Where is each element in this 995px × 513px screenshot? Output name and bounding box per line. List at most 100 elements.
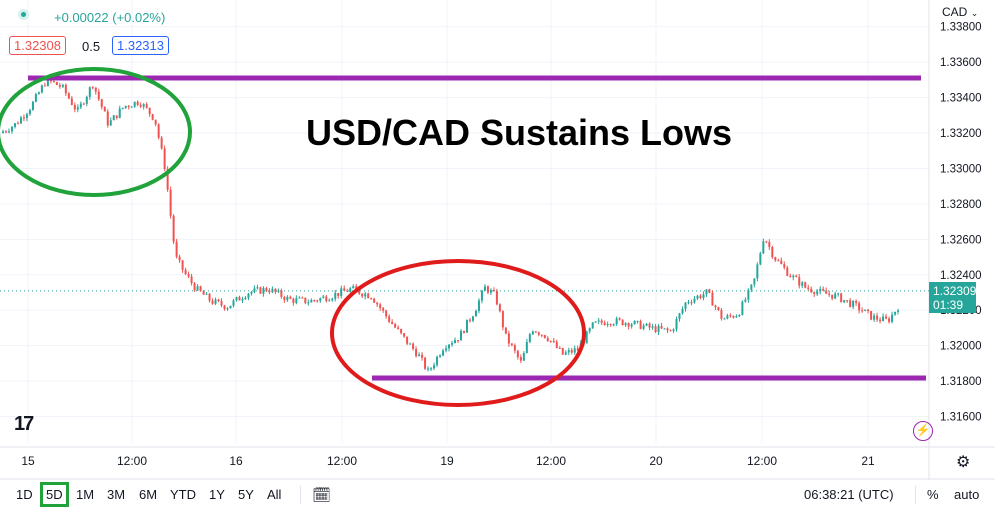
candle-body [735, 316, 738, 318]
candle-body [660, 325, 663, 329]
candle-body [97, 91, 100, 100]
candle-body [798, 277, 801, 286]
x-tick-label: 19 [440, 454, 454, 468]
candle-body [394, 324, 397, 328]
candle-body [289, 296, 292, 299]
candle-body [403, 333, 406, 337]
candle-body [606, 324, 609, 326]
candle-body [406, 336, 409, 344]
candle-body [690, 302, 693, 304]
candle-body [558, 347, 561, 349]
candle-body [52, 81, 55, 83]
candle-body [238, 297, 241, 301]
candle-body [391, 321, 394, 325]
candle-body [76, 107, 79, 110]
candle-body [253, 288, 256, 292]
candle-body [759, 253, 762, 265]
candle-body [891, 314, 894, 322]
candle-body [675, 318, 678, 330]
timeframe-1m[interactable]: 1M [76, 487, 95, 502]
candle-body [702, 294, 705, 298]
candle-body [307, 302, 310, 304]
candle-body [235, 297, 238, 301]
timeframe-5d[interactable]: 5D [40, 482, 69, 507]
currency-selector[interactable]: CAD ⌄ [942, 5, 978, 19]
candle-body [843, 300, 846, 303]
ask-price[interactable]: 1.32313 [112, 36, 169, 55]
candle-body [112, 115, 115, 121]
candle-body [334, 293, 337, 299]
candle-body [852, 301, 855, 307]
candle-body [474, 310, 477, 317]
candle-body [1, 131, 4, 134]
candle-body [894, 311, 897, 315]
candle-body [43, 85, 46, 87]
candle-body [103, 107, 106, 112]
x-tick-label: 12:00 [536, 454, 566, 468]
timeframe-3m[interactable]: 3M [107, 487, 126, 502]
candle-body [627, 323, 630, 327]
candle-body [445, 348, 448, 351]
candle-body [684, 302, 687, 309]
candle-body [13, 123, 16, 127]
candle-body [430, 368, 433, 370]
bid-price[interactable]: 1.32308 [9, 36, 66, 55]
percent-scale-toggle[interactable]: % [927, 487, 939, 502]
candle-body [376, 302, 379, 305]
toolbar-separator-2 [915, 486, 916, 504]
candle-body [753, 278, 756, 285]
candle-body [645, 323, 648, 326]
settings-gear-icon[interactable]: ⚙ [956, 454, 971, 471]
candle-body [31, 101, 34, 111]
timeframe-all[interactable]: All [267, 487, 282, 502]
candle-body [388, 316, 391, 322]
candle-body [262, 288, 265, 294]
candle-body [777, 260, 780, 262]
candle-body [771, 246, 774, 258]
candle-body [349, 288, 352, 292]
candle-body [280, 290, 283, 297]
candle-body [184, 269, 187, 275]
timeframe-1y[interactable]: 1Y [209, 487, 225, 502]
candle-body [256, 287, 259, 289]
candle-body [130, 106, 133, 108]
utc-clock[interactable]: 06:38:21 (UTC) [804, 487, 894, 502]
flash-icon[interactable]: ⚡ [913, 421, 933, 441]
candle-body [121, 107, 124, 109]
candle-body [621, 319, 624, 326]
candle-body [816, 291, 819, 295]
candle-body [633, 320, 636, 325]
candle-body [528, 334, 531, 342]
candle-body [154, 119, 157, 125]
candle-body [867, 309, 870, 312]
candle-body [828, 293, 831, 295]
candle-body [340, 288, 343, 296]
timeframe-6m[interactable]: 6M [139, 487, 158, 502]
date-range-icon[interactable]: 🗓 [312, 487, 332, 504]
candle-body [319, 298, 322, 301]
candle-body [178, 256, 181, 261]
timeframe-1d[interactable]: 1D [16, 487, 33, 502]
candle-body [750, 284, 753, 290]
candle-body [322, 296, 325, 299]
candle-body [630, 324, 633, 327]
candle-body [313, 300, 316, 302]
overlay-title: USD/CAD Sustains Lows [306, 112, 733, 153]
candle-body [480, 290, 483, 301]
candle-body [687, 302, 690, 304]
candle-body [654, 326, 657, 333]
candle-body [786, 267, 789, 276]
candle-body [741, 301, 744, 315]
timeframe-ytd[interactable]: YTD [170, 487, 196, 502]
y-tick-label: 1.33600 [940, 57, 982, 69]
candle-body [163, 148, 166, 170]
candle-body [454, 340, 457, 344]
candle-body [214, 299, 217, 304]
candle-body [861, 310, 864, 312]
candle-body [25, 114, 28, 119]
candle-body [819, 288, 822, 292]
timeframe-5y[interactable]: 5Y [238, 487, 254, 502]
candle-body [462, 331, 465, 333]
auto-scale-toggle[interactable]: auto [954, 487, 980, 502]
